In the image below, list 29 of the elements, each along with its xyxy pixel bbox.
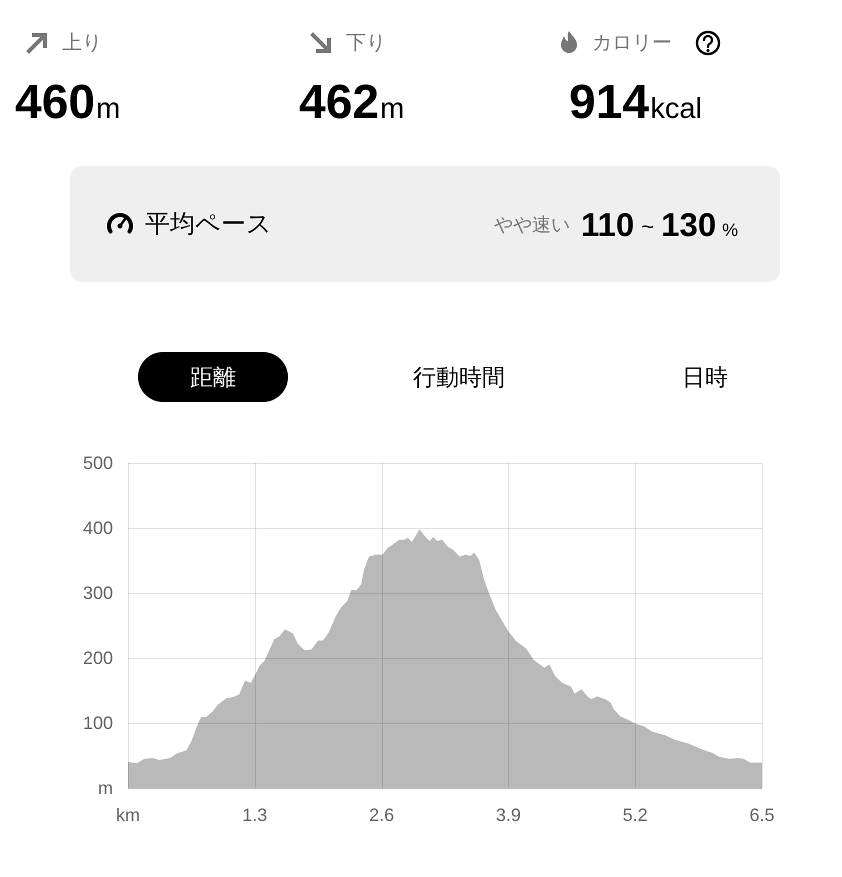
x-tick-label: 5.2 [622, 805, 648, 825]
text: 距離 [190, 364, 236, 390]
text: カロリー [592, 32, 672, 54]
text: 460 [15, 76, 96, 129]
text: 462 [299, 76, 380, 129]
text: やや速い [494, 215, 570, 236]
x-tick-label: 6.5 [749, 805, 775, 825]
text: 上り [62, 32, 102, 54]
x-tick-label: 2.6 [369, 805, 394, 825]
text: kcal [650, 93, 702, 125]
y-tick-label: 200 [82, 648, 113, 668]
text: ~ [641, 214, 654, 239]
text: 行動時間 [413, 364, 505, 390]
y-tick-label: 100 [82, 713, 113, 733]
text: m [380, 93, 404, 125]
y-tick-label: 300 [82, 583, 113, 603]
text: 日時 [682, 364, 728, 390]
text: 下り [346, 32, 386, 54]
text: % [722, 220, 738, 240]
x-tick-label: 1.3 [242, 805, 268, 825]
x-tick-label: 3.9 [496, 805, 521, 825]
text: 914 [569, 76, 650, 129]
text: 平均ペース [145, 210, 272, 238]
y-tick-label: 400 [82, 518, 113, 538]
text: 130 [661, 206, 716, 243]
y-tick-label: m [98, 778, 113, 798]
text: 110 [581, 206, 634, 243]
x-tick-label: km [116, 805, 140, 825]
y-tick-label: 500 [82, 453, 113, 473]
